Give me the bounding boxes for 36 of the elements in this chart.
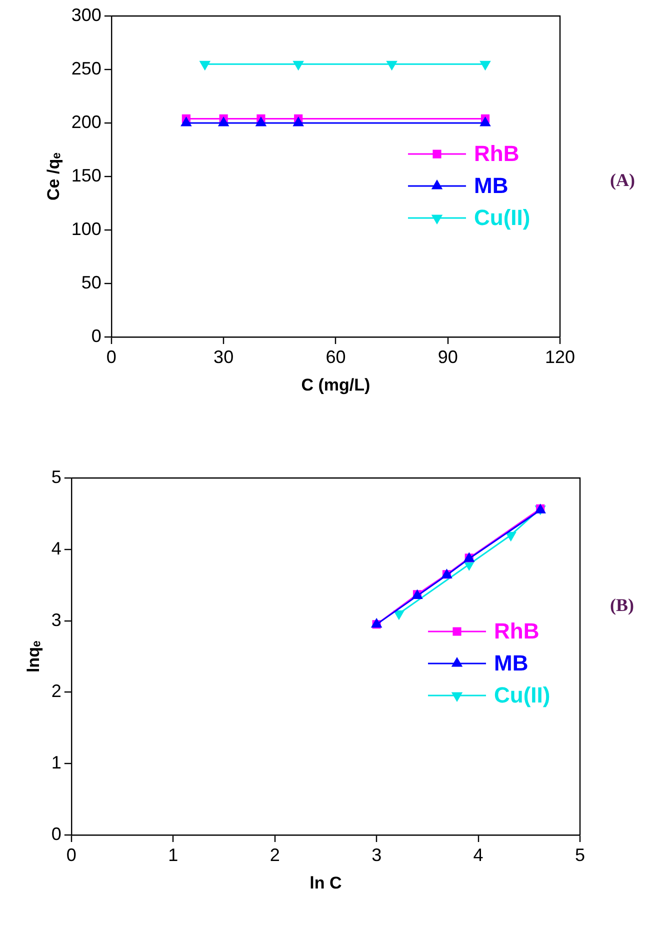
y-tick-label: 150 (71, 165, 102, 186)
x-axis-title: ln C (310, 873, 342, 892)
point (394, 610, 404, 620)
x-tick-label: 3 (372, 844, 382, 865)
x-tick-label: 1 (168, 844, 178, 865)
x-tick-label: 120 (544, 346, 576, 367)
x-tick-label: 30 (214, 346, 234, 367)
x-tick-label: 0 (106, 346, 116, 367)
y-tick-label: 1 (51, 752, 62, 773)
legend-label: Cu(II) (474, 205, 530, 230)
x-tick-label: 5 (574, 844, 586, 865)
y-tick-label: 2 (51, 681, 62, 702)
legend-label: Cu(II) (494, 682, 550, 708)
y-axis-title: lnqₑ (24, 640, 43, 672)
y-tick-label: 300 (71, 4, 102, 25)
legend-label: RhB (474, 141, 520, 166)
y-tick-label: 5 (51, 466, 62, 487)
y-tick-label: 200 (71, 112, 102, 132)
y-axis-title: Ce /qₑ (44, 152, 63, 200)
y-tick-label: 0 (91, 326, 102, 346)
y-tick-label: 250 (71, 58, 102, 78)
x-tick-label: 60 (326, 346, 346, 367)
legend-label: MB (494, 650, 528, 676)
y-tick-label: 100 (71, 218, 102, 239)
legend-label: RhB (494, 618, 540, 644)
text: (A) (610, 170, 635, 191)
y-tick-label: 3 (51, 610, 62, 630)
y-tick-label: 0 (51, 824, 62, 844)
text: (B) (610, 595, 634, 616)
x-tick-label: 2 (270, 844, 280, 865)
x-tick-label: 90 (438, 346, 458, 367)
x-axis-title: C (mg/L) (301, 375, 370, 394)
legend-label: MB (474, 173, 508, 198)
y-tick-label: 4 (51, 538, 62, 558)
x-tick-label: 4 (473, 844, 484, 865)
y-tick-label: 50 (81, 272, 102, 292)
